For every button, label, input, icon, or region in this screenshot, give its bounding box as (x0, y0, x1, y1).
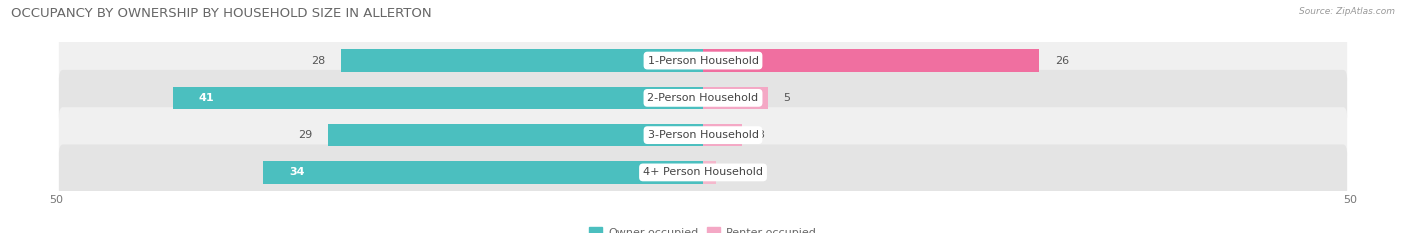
Bar (173, 87, 703, 109)
Text: 26: 26 (1054, 56, 1069, 65)
FancyBboxPatch shape (59, 70, 1347, 126)
Text: 28: 28 (311, 56, 325, 65)
Bar (703, 87, 768, 109)
Bar (703, 49, 1039, 72)
Text: 1: 1 (731, 168, 738, 177)
Text: 3-Person Household: 3-Person Household (648, 130, 758, 140)
FancyBboxPatch shape (59, 144, 1347, 200)
Text: 2-Person Household: 2-Person Household (647, 93, 759, 103)
Text: 29: 29 (298, 130, 312, 140)
Bar (263, 161, 703, 184)
Text: OCCUPANCY BY OWNERSHIP BY HOUSEHOLD SIZE IN ALLERTON: OCCUPANCY BY OWNERSHIP BY HOUSEHOLD SIZE… (11, 7, 432, 20)
Text: Source: ZipAtlas.com: Source: ZipAtlas.com (1299, 7, 1395, 16)
Legend: Owner-occupied, Renter-occupied: Owner-occupied, Renter-occupied (585, 223, 821, 233)
Text: 34: 34 (290, 168, 305, 177)
Text: 5: 5 (783, 93, 790, 103)
Text: 1-Person Household: 1-Person Household (648, 56, 758, 65)
Text: 4+ Person Household: 4+ Person Household (643, 168, 763, 177)
Bar (328, 124, 703, 146)
Bar (703, 124, 742, 146)
FancyBboxPatch shape (59, 33, 1347, 89)
Text: 3: 3 (758, 130, 765, 140)
Bar (340, 49, 703, 72)
Bar (703, 161, 716, 184)
Text: 41: 41 (198, 93, 214, 103)
FancyBboxPatch shape (59, 107, 1347, 163)
